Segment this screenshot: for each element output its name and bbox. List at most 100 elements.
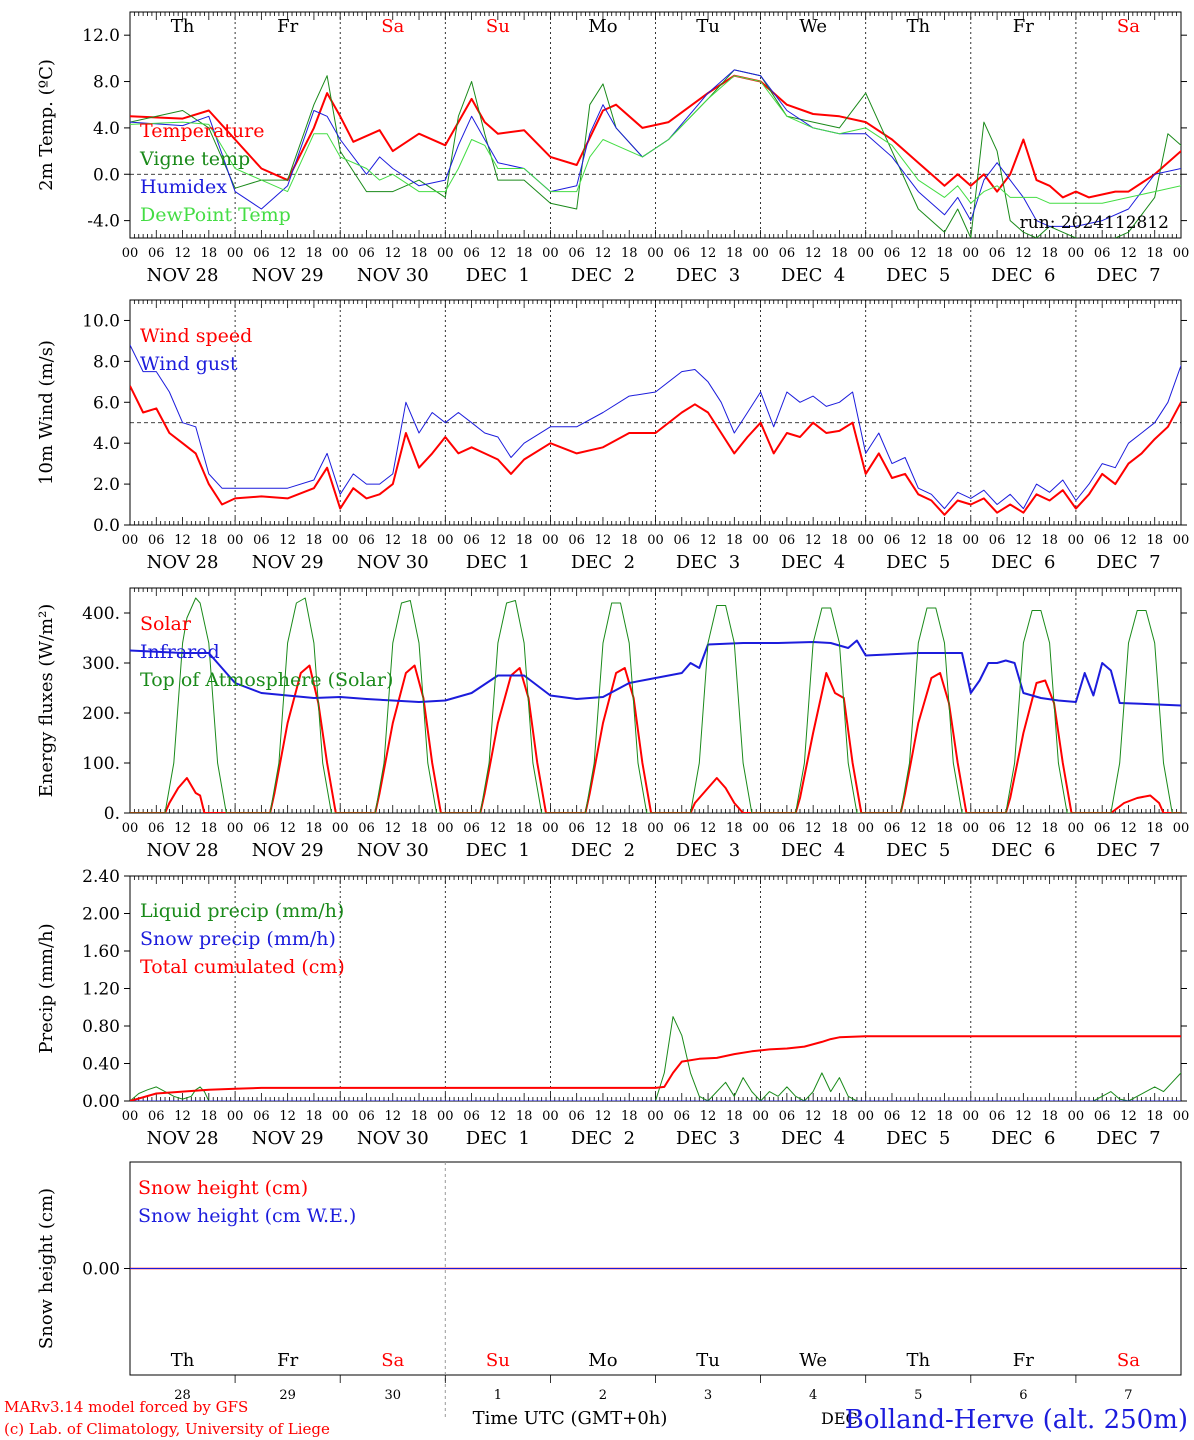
hour-label: 12 [384, 246, 401, 261]
weekday-label: Fr [277, 16, 298, 37]
hour-label: 18 [936, 821, 953, 836]
hour-label: 18 [726, 246, 743, 261]
series-group [130, 1016, 1181, 1101]
hour-label: 00 [437, 821, 454, 836]
hour-label: 12 [384, 1109, 401, 1124]
hour-label: 00 [1173, 821, 1190, 836]
hour-label: 12 [490, 821, 507, 836]
hour-label: 00 [1068, 1109, 1085, 1124]
hour-label: 12 [174, 821, 191, 836]
date-label: DEC 7 [1096, 552, 1160, 573]
series-group [130, 344, 1181, 516]
bottom-day-number: 30 [384, 1388, 401, 1403]
bottom-weekday-label: Sa [1117, 1350, 1140, 1371]
hour-label: 18 [411, 246, 428, 261]
weekday-label: Sa [381, 16, 404, 37]
date-label: NOV 30 [357, 840, 429, 861]
hour-label: 06 [989, 1109, 1006, 1124]
weekday-label: Sa [1117, 16, 1140, 37]
hour-label: 18 [516, 533, 533, 548]
bottom-day-number: 6 [1019, 1388, 1027, 1403]
bottom-day-axis: Th 28 Fr 29 Sa 30 Su 1 Mo 2 Tu 3 We 4 Th 5 Fr 6 Sa 7 DEC [171, 1350, 1141, 1428]
hour-label: 00 [227, 533, 244, 548]
hour-label: 06 [253, 821, 270, 836]
hour-label: 00 [332, 246, 349, 261]
hour-label: 18 [831, 246, 848, 261]
date-label: NOV 29 [252, 265, 324, 286]
y-tick-label: 200. [82, 704, 120, 724]
y-tick-label: 1.20 [82, 980, 120, 1000]
hour-label: 00 [437, 1109, 454, 1124]
panel-precip: 0.00 0.40 0.80 1.20 1.60 2.00 2.40 Precip (mm/h… [36, 867, 1189, 1149]
date-label: DEC 1 [466, 1128, 530, 1149]
date-label: NOV 28 [147, 265, 219, 286]
hour-label: 18 [621, 533, 638, 548]
hour-label: 06 [358, 821, 375, 836]
hour-label: 18 [726, 1109, 743, 1124]
date-label: DEC 1 [466, 552, 530, 573]
hour-label: 06 [674, 1109, 691, 1124]
hour-label: 00 [857, 1109, 874, 1124]
hour-label: 12 [1015, 533, 1032, 548]
hour-label: 12 [279, 246, 296, 261]
hour-label: 12 [910, 1109, 927, 1124]
hour-label: 06 [148, 246, 165, 261]
hour-label: 12 [910, 821, 927, 836]
hour-label: 12 [1120, 533, 1137, 548]
hour-label: 12 [490, 533, 507, 548]
hour-label: 06 [253, 246, 270, 261]
hour-label: 06 [568, 821, 585, 836]
legend-entry: Temperature [140, 120, 264, 142]
date-label: DEC 3 [676, 552, 740, 573]
hour-label: 00 [647, 821, 664, 836]
bottom-weekday-label: Tu [696, 1350, 720, 1371]
y-tick-label: 4.0 [93, 434, 120, 454]
y-axis-label: 2m Temp. (ºC) [36, 59, 57, 191]
hour-label: 12 [700, 821, 717, 836]
legend-entry: Snow precip (mm/h) [140, 928, 336, 950]
hour-label: 06 [568, 1109, 585, 1124]
date-label: NOV 30 [357, 1128, 429, 1149]
hour-label: 18 [516, 821, 533, 836]
hour-label: 18 [201, 246, 218, 261]
hour-label: 06 [989, 533, 1006, 548]
date-label: DEC 6 [991, 840, 1055, 861]
hour-label: 18 [1146, 1109, 1163, 1124]
y-tick-label: 0.40 [82, 1055, 120, 1075]
hour-label: 06 [884, 246, 901, 261]
hour-label: 00 [227, 821, 244, 836]
date-label: DEC 7 [1096, 265, 1160, 286]
date-label: NOV 29 [252, 840, 324, 861]
hour-label: 00 [857, 533, 874, 548]
hour-label: 18 [411, 821, 428, 836]
date-label: NOV 28 [147, 1128, 219, 1149]
hour-label: 06 [463, 533, 480, 548]
weekday-label: Th [171, 16, 195, 37]
date-label: DEC 6 [991, 265, 1055, 286]
y-tick-label: 1.60 [82, 942, 120, 962]
date-label: DEC 5 [886, 1128, 950, 1149]
hour-label: 06 [989, 821, 1006, 836]
date-label: DEC 5 [886, 552, 950, 573]
date-label: NOV 30 [357, 265, 429, 286]
hour-label: 00 [647, 246, 664, 261]
model-credit: MARv3.14 model forced by GFS [4, 1398, 248, 1416]
hour-label: 12 [910, 246, 927, 261]
hour-label: 06 [358, 246, 375, 261]
x-axis-title: Time UTC (GMT+0h) [473, 1408, 668, 1429]
date-label: DEC 3 [676, 840, 740, 861]
date-label: DEC 4 [781, 552, 845, 573]
hour-label: 00 [227, 1109, 244, 1124]
hour-label: 18 [516, 1109, 533, 1124]
hour-label: 12 [910, 533, 927, 548]
legend-entry: Wind gust [140, 353, 238, 375]
hour-label: 06 [463, 246, 480, 261]
date-label: NOV 28 [147, 552, 219, 573]
bottom-weekday-label: Th [171, 1350, 195, 1371]
hour-label: 06 [674, 821, 691, 836]
hour-label: 00 [122, 821, 139, 836]
date-label: DEC 1 [466, 840, 530, 861]
hour-label: 00 [963, 246, 980, 261]
hour-label: 12 [1120, 821, 1137, 836]
